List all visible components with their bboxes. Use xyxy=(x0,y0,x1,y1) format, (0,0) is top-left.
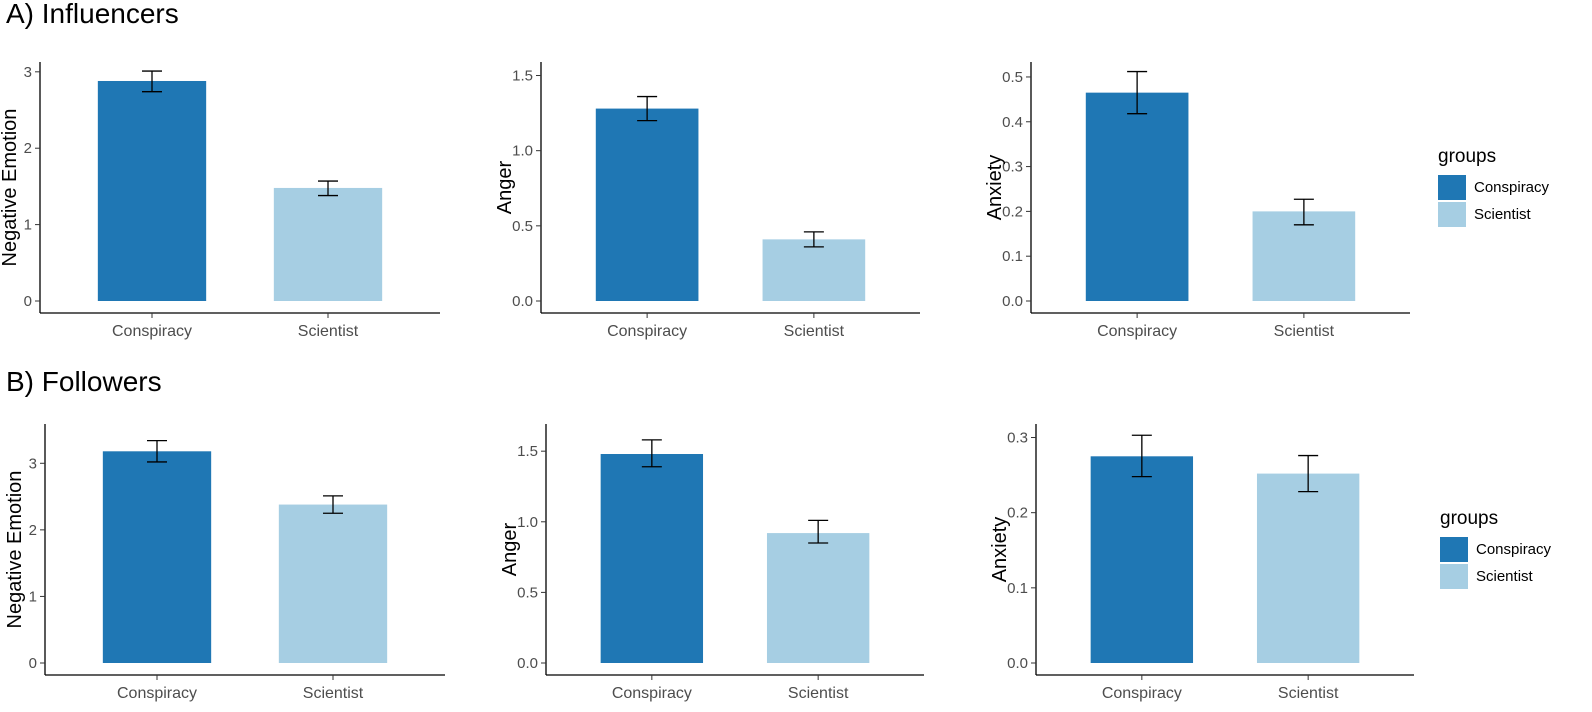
legend-label-conspiracy: Conspiracy xyxy=(1474,179,1550,196)
legend-swatch-scientist xyxy=(1440,564,1468,589)
x-tick-label-conspiracy: Conspiracy xyxy=(607,323,687,340)
legend-item-conspiracy: Conspiracy xyxy=(1438,174,1549,201)
chart-panel-influencers-anger: 0.0 0.5 1.0 1.5 Anger Conspiracy Scientist xyxy=(494,62,920,340)
y-tick-label: 1.5 xyxy=(512,68,533,85)
legend-title: groups xyxy=(1440,508,1499,529)
legend-label-conspiracy: Conspiracy xyxy=(1476,541,1552,558)
legend-item-conspiracy: Conspiracy xyxy=(1440,536,1551,563)
legend-item-scientist: Scientist xyxy=(1440,563,1551,590)
y-tick-label: 0.1 xyxy=(1007,580,1028,597)
y-tick-label: 0.2 xyxy=(1007,505,1028,522)
y-tick-label: 2 xyxy=(24,140,32,157)
y-tick-label: 0.4 xyxy=(1002,114,1023,131)
y-tick-label: 0.0 xyxy=(517,655,538,672)
bar-conspiracy xyxy=(1090,456,1194,663)
legend-influencers: groups Conspiracy Scientist xyxy=(1438,146,1549,228)
bar-conspiracy xyxy=(1085,92,1189,302)
y-tick-label: 0.0 xyxy=(1007,655,1028,672)
x-tick-label-scientist: Scientist xyxy=(303,685,364,702)
chart-panel-followers-anger: 0.0 0.5 1.0 1.5 Anger Conspiracy Scientist xyxy=(499,424,924,702)
y-tick-label: 1 xyxy=(29,588,37,605)
y-tick-label: 0.3 xyxy=(1007,430,1028,447)
y-tick-label: 0.0 xyxy=(1002,293,1023,310)
section-title-influencers: A) Influencers xyxy=(6,0,179,29)
y-tick-label: 1.5 xyxy=(517,443,538,460)
y-tick-label: 0 xyxy=(24,293,32,310)
x-tick-label-conspiracy: Conspiracy xyxy=(117,685,197,702)
y-tick-label: 1 xyxy=(24,217,32,234)
bar-scientist xyxy=(766,533,870,663)
y-tick-label: 1.0 xyxy=(512,143,533,160)
x-tick-label-conspiracy: Conspiracy xyxy=(1097,323,1177,340)
legend-label-scientist: Scientist xyxy=(1474,206,1531,223)
x-tick-label-scientist: Scientist xyxy=(784,323,845,340)
chart-panel-influencers-anxiety: 0.0 0.1 0.2 0.3 0.4 0.5 Anxiety Conspiracy Scien… xyxy=(984,62,1410,340)
legend-swatch-scientist xyxy=(1438,202,1466,227)
y-tick-label: 3 xyxy=(24,64,32,81)
legend-swatch-conspiracy xyxy=(1438,175,1466,200)
y-axis-label: Negative Emotion xyxy=(4,471,26,629)
bar-scientist xyxy=(278,504,388,663)
y-tick-label: 3 xyxy=(29,455,37,472)
y-tick-label: 0.5 xyxy=(517,584,538,601)
y-axis-label: Anger xyxy=(499,522,521,576)
legend-item-scientist: Scientist xyxy=(1438,201,1549,228)
x-tick-label-conspiracy: Conspiracy xyxy=(612,685,692,702)
y-tick-label: 0.1 xyxy=(1002,248,1023,265)
x-tick-label-conspiracy: Conspiracy xyxy=(1102,685,1182,702)
section-title-followers: B) Followers xyxy=(6,366,162,397)
y-axis-label: Anger xyxy=(494,160,516,214)
chart-panel-influencers-negative-emotion: 0 1 2 3 Negative Emotion Conspiracy Scientist xyxy=(0,62,440,340)
y-tick-label: 0.2 xyxy=(1002,203,1023,220)
legend-title: groups xyxy=(1438,146,1497,167)
chart-panel-followers-anxiety: 0.0 0.1 0.2 0.3 Anxiety Conspiracy Scientist xyxy=(989,424,1414,702)
y-axis-label: Negative Emotion xyxy=(0,109,21,267)
bar-scientist xyxy=(273,187,383,301)
x-tick-label-scientist: Scientist xyxy=(1274,323,1335,340)
bar-conspiracy xyxy=(600,454,704,663)
x-tick-label-scientist: Scientist xyxy=(788,685,849,702)
x-tick-label-scientist: Scientist xyxy=(1278,685,1339,702)
y-tick-label: 0.3 xyxy=(1002,159,1023,176)
bar-scientist xyxy=(1256,473,1360,663)
y-tick-label: 0.5 xyxy=(512,218,533,235)
legend-label-scientist: Scientist xyxy=(1476,568,1533,585)
x-tick-label-conspiracy: Conspiracy xyxy=(112,323,192,340)
bar-scientist xyxy=(762,239,866,301)
bar-conspiracy xyxy=(595,108,699,301)
y-axis-label: Anxiety xyxy=(989,517,1011,583)
y-tick-label: 2 xyxy=(29,522,37,539)
x-tick-label-scientist: Scientist xyxy=(298,323,359,340)
legend-followers: groups Conspiracy Scientist xyxy=(1440,508,1551,590)
legend-swatch-conspiracy xyxy=(1440,537,1468,562)
bar-conspiracy xyxy=(102,451,212,663)
bar-conspiracy xyxy=(97,80,207,302)
y-tick-label: 0.5 xyxy=(1002,69,1023,86)
y-axis-label: Anxiety xyxy=(984,155,1006,221)
y-tick-label: 0 xyxy=(29,655,37,672)
bar-scientist xyxy=(1252,211,1356,301)
y-tick-label: 0.0 xyxy=(512,293,533,310)
y-tick-label: 1.0 xyxy=(517,514,538,531)
